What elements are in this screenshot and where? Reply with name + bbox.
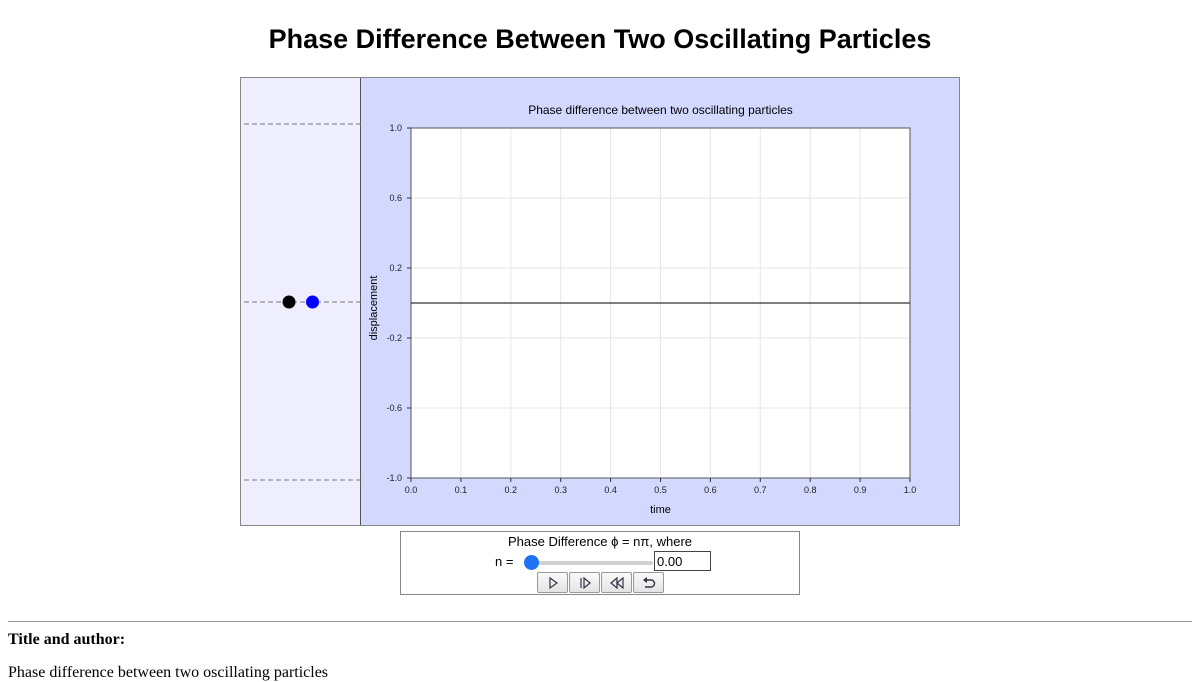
x-tick-label: 0.9 bbox=[854, 485, 867, 495]
x-tick-label: 0.0 bbox=[405, 485, 418, 495]
x-axis-label: time bbox=[650, 504, 671, 516]
n-slider-thumb[interactable] bbox=[524, 555, 539, 570]
section-divider bbox=[8, 621, 1192, 622]
simulation-panel: 0.0 0.1 0.2 0.3 0.4 0.5 0.6 0.7 0.8 0.9 1.0 1.0 0.6 0… bbox=[240, 77, 960, 526]
n-value-input[interactable] bbox=[654, 551, 711, 571]
x-tick-label: 0.5 bbox=[654, 485, 667, 495]
step-icon bbox=[579, 576, 591, 589]
x-tick-label: 0.7 bbox=[754, 485, 767, 495]
phase-difference-label: Phase Difference ϕ = nπ, where bbox=[507, 534, 693, 549]
particle-black bbox=[282, 295, 296, 309]
y-axis-label: displacement bbox=[368, 276, 380, 341]
y-tick-label: -1.0 bbox=[386, 473, 402, 483]
x-tick-label: 0.1 bbox=[455, 485, 468, 495]
chart-title: Phase difference between two oscillating… bbox=[528, 103, 793, 117]
displacement-chart: 0.0 0.1 0.2 0.3 0.4 0.5 0.6 0.7 0.8 0.9 1.0 1.0 0.6 0… bbox=[368, 103, 917, 516]
reset-button[interactable] bbox=[633, 572, 664, 593]
x-tick-label: 0.4 bbox=[604, 485, 617, 495]
step-button[interactable] bbox=[569, 572, 600, 593]
x-tick-label: 0.3 bbox=[554, 485, 567, 495]
y-tick-label: -0.2 bbox=[386, 333, 402, 343]
particle-blue bbox=[306, 295, 319, 309]
rewind-icon bbox=[609, 576, 624, 589]
title-author-heading: Title and author: bbox=[8, 631, 126, 648]
x-tick-label: 0.2 bbox=[505, 485, 518, 495]
reset-icon bbox=[642, 576, 655, 588]
playback-buttons bbox=[537, 572, 665, 594]
play-button[interactable] bbox=[537, 572, 568, 593]
particle-view-canvas bbox=[244, 123, 361, 481]
x-tick-label: 1.0 bbox=[904, 485, 917, 495]
y-tick-label: 1.0 bbox=[389, 123, 402, 133]
y-tick-label: -0.6 bbox=[386, 403, 402, 413]
n-slider-track[interactable] bbox=[525, 561, 653, 565]
y-tick-label: 0.6 bbox=[389, 193, 402, 203]
particle-view bbox=[241, 78, 361, 525]
rewind-button[interactable] bbox=[601, 572, 632, 593]
x-tick-label: 0.6 bbox=[704, 485, 717, 495]
page-title: Phase Difference Between Two Oscillating… bbox=[268, 24, 932, 54]
x-tick-label: 0.8 bbox=[804, 485, 817, 495]
n-label: n = bbox=[495, 554, 514, 569]
control-panel: Phase Difference ϕ = nπ, where n = bbox=[400, 531, 800, 595]
play-icon bbox=[548, 576, 558, 589]
title-author-text: Phase difference between two oscillating… bbox=[8, 664, 329, 681]
y-tick-label: 0.2 bbox=[389, 263, 402, 273]
